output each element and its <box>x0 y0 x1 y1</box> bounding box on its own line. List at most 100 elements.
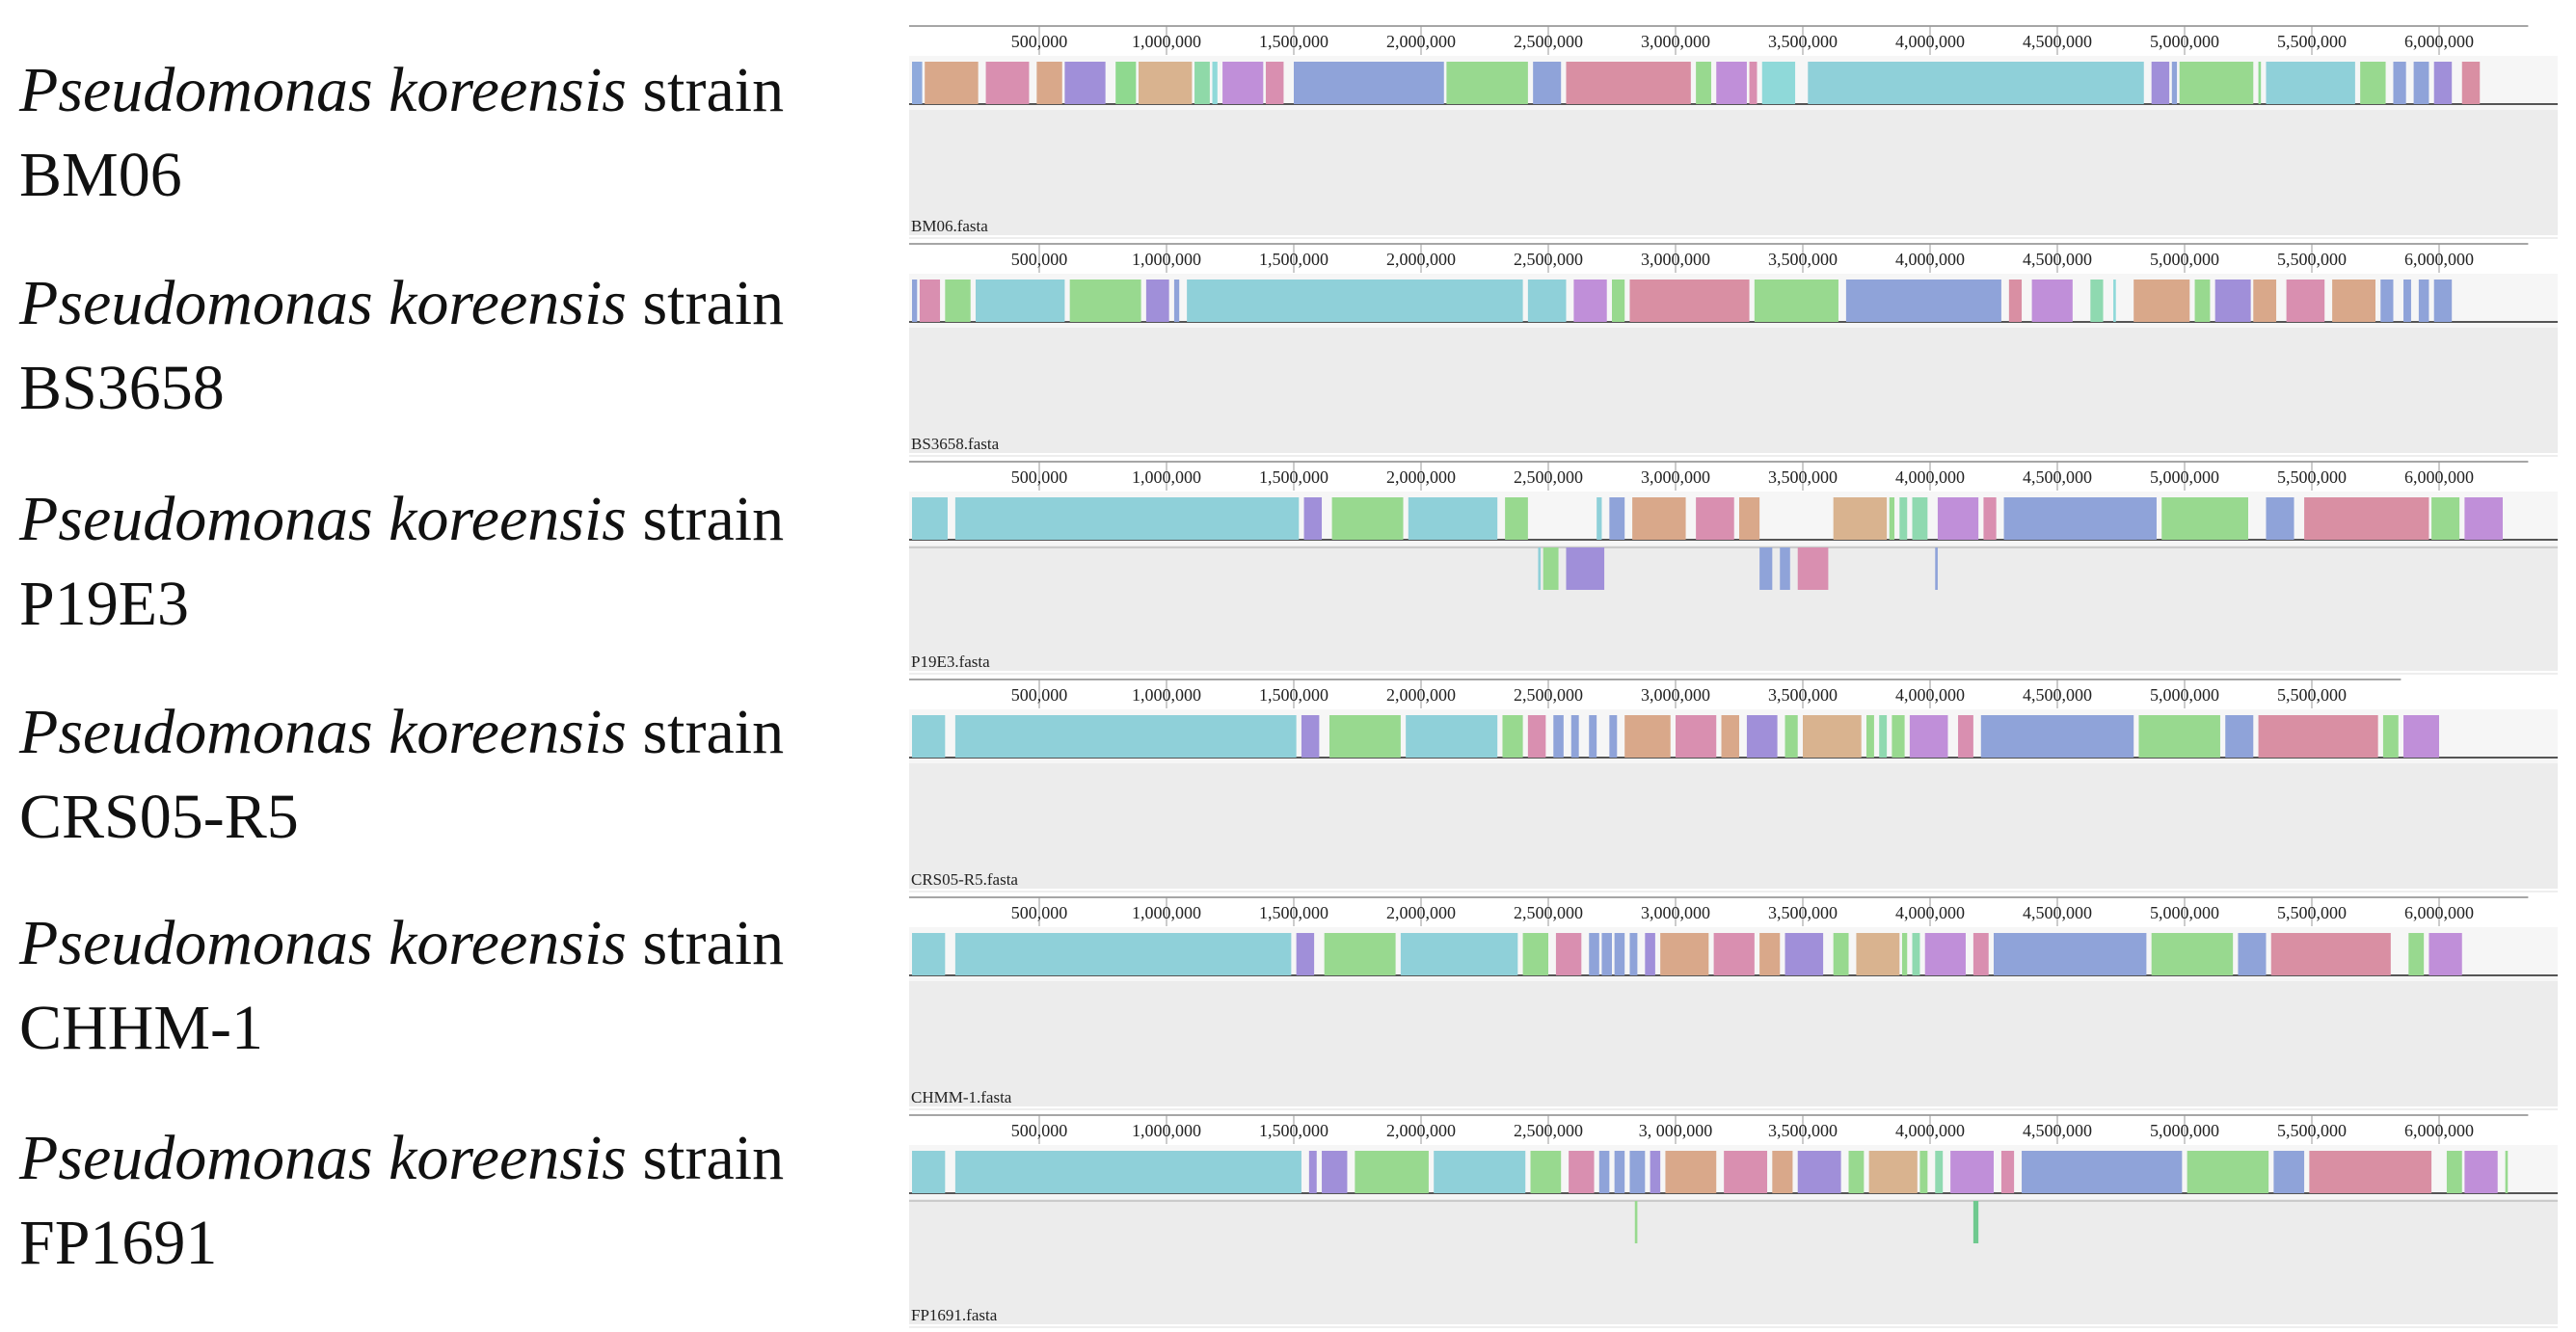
tick-label: 4,000,000 <box>1895 903 1965 922</box>
strain-word: strain <box>642 697 785 767</box>
tick-label: 5,000,000 <box>2150 32 2219 51</box>
lcb-block <box>2161 497 2248 540</box>
lcb-block <box>2194 280 2211 322</box>
lcb-block-inverted <box>1759 547 1773 590</box>
tick-label: 1,000,000 <box>1132 685 1201 705</box>
lcb-block <box>1265 62 1284 104</box>
tick-label: 3,000,000 <box>1641 467 1710 487</box>
file-label: FP1691.fasta <box>911 1306 998 1324</box>
lcb-block <box>1868 1151 1918 1193</box>
lcb-block <box>2187 1151 2269 1193</box>
lcb-block <box>1716 62 1747 104</box>
file-label: BM06.fasta <box>911 217 988 235</box>
lcb-block <box>1724 1151 1768 1193</box>
panel-background <box>909 104 2558 235</box>
lcb-block <box>1937 497 1979 540</box>
lcb-block <box>1522 933 1548 975</box>
lcb-block <box>2022 1151 2183 1193</box>
lcb-block <box>919 280 941 322</box>
lcb-block <box>2113 280 2116 322</box>
species-name: Pseudomonas koreensis <box>19 484 627 554</box>
lcb-block <box>1064 62 1106 104</box>
lcb-block <box>2360 62 2386 104</box>
strain-id: CHHM-1 <box>19 993 264 1063</box>
lcb-block <box>1173 280 1180 322</box>
lcb-block <box>1036 62 1062 104</box>
lcb-block <box>1505 497 1528 540</box>
lcb-block <box>1845 280 2001 322</box>
tick-label: 4,000,000 <box>1895 32 1965 51</box>
lcb-block <box>2403 280 2411 322</box>
lcb-block <box>1629 1151 1646 1193</box>
lcb-block <box>1713 933 1755 975</box>
lcb-block <box>2461 62 2481 104</box>
lcb-block <box>1301 715 1320 758</box>
lcb-block <box>2133 280 2190 322</box>
lcb-block <box>912 62 923 104</box>
alignment-svg: 500,000 1,000,000 1,500,000 2,000,000 2,500,… <box>909 243 2558 457</box>
lcb-block <box>2382 715 2399 758</box>
lcb-block <box>1759 933 1781 975</box>
tick-label: 4,000,000 <box>1895 685 1965 705</box>
file-label: CRS05-R5.fasta <box>911 870 1018 889</box>
lcb-block <box>2171 62 2178 104</box>
lcb-block <box>1530 1151 1562 1193</box>
tick-label: 1,500,000 <box>1259 467 1328 487</box>
tick-label: 5,500,000 <box>2277 250 2347 269</box>
tick-label: 5,500,000 <box>2277 467 2347 487</box>
lcb-block <box>1612 280 1625 322</box>
panel-background <box>909 1193 2558 1324</box>
lcb-block <box>1446 62 1528 104</box>
lcb-block <box>1355 1151 1429 1193</box>
lcb-block <box>1614 933 1625 975</box>
lcb-block <box>2000 1151 2015 1193</box>
lcb-block <box>1892 715 1905 758</box>
file-label: CHMM-1.fasta <box>911 1088 1012 1106</box>
tick-label: 3,500,000 <box>1768 32 1838 51</box>
tick-label: 2,500,000 <box>1514 32 1583 51</box>
lcb-block <box>1866 715 1874 758</box>
lcb-block <box>1609 715 1618 758</box>
lcb-block-inverted <box>1972 1201 1979 1243</box>
lcb-block <box>2309 1151 2432 1193</box>
lcb-block <box>1502 715 1523 758</box>
lcb-block <box>976 280 1065 322</box>
lcb-block <box>2433 62 2453 104</box>
tick-label: 3,000,000 <box>1641 32 1710 51</box>
lcb-block <box>912 715 946 758</box>
lcb-block <box>1761 62 1796 104</box>
lcb-block <box>1848 1151 1865 1193</box>
lcb-block <box>2031 280 2073 322</box>
lcb-block <box>1983 497 1997 540</box>
lcb-block <box>1909 715 1948 758</box>
tick-label: 2,000,000 <box>1386 467 1456 487</box>
lcb-block <box>2238 933 2267 975</box>
lcb-block <box>2403 715 2439 758</box>
lcb-block <box>1721 715 1739 758</box>
lcb-block <box>1754 280 1838 322</box>
lcb-block <box>912 280 918 322</box>
lcb-block <box>1115 62 1137 104</box>
file-label: BS3658.fasta <box>911 435 1000 453</box>
lcb-block <box>1589 933 1599 975</box>
species-name: Pseudomonas koreensis <box>19 908 627 978</box>
lcb-block <box>1212 62 1218 104</box>
lcb-block <box>1650 1151 1661 1193</box>
lcb-block <box>1924 933 1966 975</box>
lcb-block <box>1958 715 1973 758</box>
lcb-block <box>1660 933 1709 975</box>
lcb-block <box>1145 280 1169 322</box>
lcb-block <box>2225 715 2254 758</box>
alignment-svg: 500,000 1,000,000 1,500,000 2,000,000 2,500,… <box>909 25 2558 239</box>
alignment-panel: 500,000 1,000,000 1,500,000 2,000,000 2,500,… <box>909 23 2558 241</box>
tick-label: 3,500,000 <box>1768 903 1838 922</box>
lcb-block <box>1601 933 1612 975</box>
lcb-block <box>1194 62 1210 104</box>
lcb-block <box>954 497 1300 540</box>
strain-id: CRS05-R5 <box>19 782 299 852</box>
lcb-block <box>2464 497 2503 540</box>
lcb-block <box>2003 497 2157 540</box>
lcb-block <box>2258 715 2378 758</box>
lcb-block <box>1138 62 1193 104</box>
tick-label: 2,500,000 <box>1514 250 1583 269</box>
